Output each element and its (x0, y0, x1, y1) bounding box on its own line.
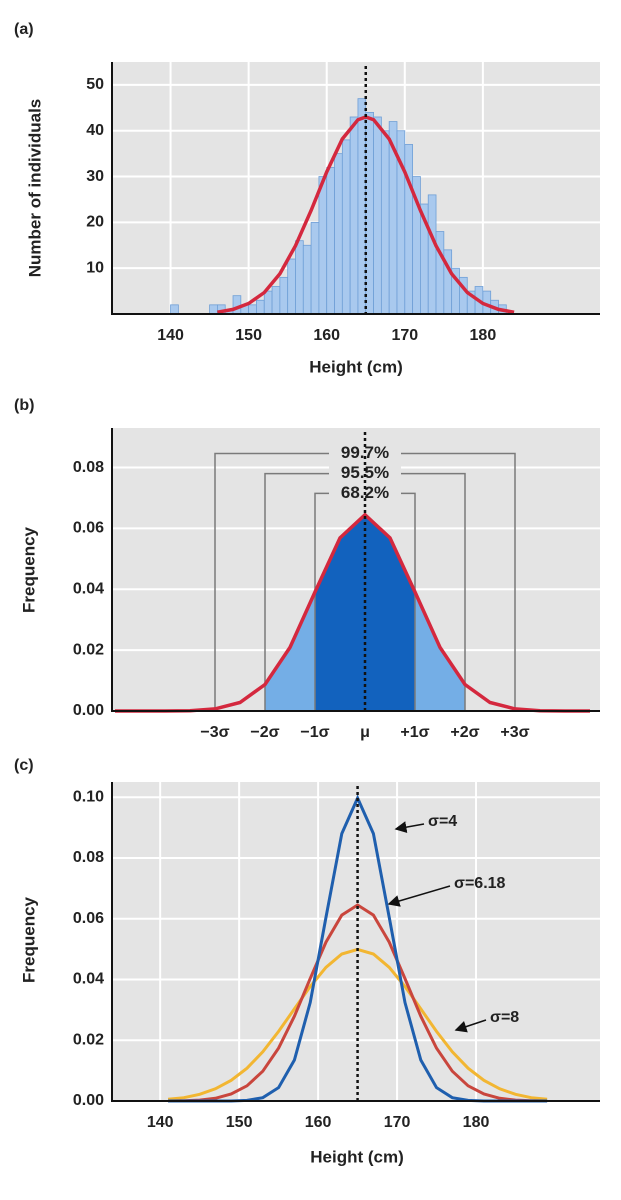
histogram-bar (271, 286, 281, 315)
x-axis-label: Height (cm) (310, 1147, 404, 1166)
y-tick-label: 0.10 (73, 788, 104, 805)
y-tick-label: 40 (86, 122, 104, 139)
y-tick-label: 0.04 (73, 971, 104, 988)
x-tick-label: −2σ (250, 724, 279, 741)
x-axis-label: Height (cm) (309, 357, 403, 376)
histogram-bar (404, 144, 414, 315)
bracket-label-bg (329, 444, 401, 463)
series-annotations: σ=4 σ=6.18 σ=8 (387, 813, 519, 1033)
x-tick-label: 150 (226, 1114, 253, 1131)
histogram-bar (326, 166, 335, 315)
y-tick-label: 0.08 (73, 459, 104, 476)
series-label: σ=6.18 (454, 875, 506, 892)
histogram-bar (349, 116, 359, 315)
y-tick-label: 0.06 (73, 520, 104, 537)
x-tick-label: 140 (147, 1114, 174, 1131)
annotation-arrow (387, 885, 451, 907)
histogram-bar (295, 240, 304, 315)
x-tick-label: +1σ (400, 724, 429, 741)
x-tick-label: +3σ (500, 724, 529, 741)
histogram-bar (318, 176, 328, 315)
histogram-bar (380, 130, 390, 315)
histogram-bar (287, 258, 296, 315)
panel-label: (a) (14, 21, 34, 38)
y-tick-label: 0.02 (73, 641, 104, 658)
y-axis-label: Number of individuals (25, 99, 44, 278)
series-label: σ=8 (490, 1009, 519, 1026)
x-tick-label: 160 (313, 327, 340, 344)
histogram-bar (209, 304, 218, 315)
y-tick-label: 0.02 (73, 1031, 104, 1048)
histogram-bar (232, 295, 242, 315)
x-tick-label: 180 (470, 327, 497, 344)
series-label: σ=4 (428, 813, 457, 830)
x-tick-label: 150 (235, 327, 262, 344)
x-tick-label: 140 (157, 327, 184, 344)
annotation-arrow (394, 821, 425, 834)
x-tick-label: +2σ (450, 724, 479, 741)
histogram-bar (248, 304, 257, 315)
y-axis-label: Frequency (19, 526, 38, 613)
x-tick-label: 170 (391, 327, 418, 344)
y-tick-label: 20 (86, 214, 104, 231)
histogram-bar (341, 139, 351, 315)
bracket-label-bg (329, 464, 401, 483)
histogram-bar (279, 276, 289, 315)
y-tick-label: 0.00 (73, 702, 104, 719)
histogram-bar (256, 299, 265, 315)
y-tick-label: 0.08 (73, 849, 104, 866)
y-tick-label: 30 (86, 168, 104, 185)
panel-label: (c) (14, 757, 34, 774)
histogram-bar (334, 153, 343, 315)
histogram-bar (170, 304, 179, 315)
x-tick-label: μ (360, 724, 370, 741)
histogram-bar (435, 231, 445, 315)
plots: 140 150 160 170 180 10 20 30 40 50 −3σ −2σ −1σ μ +1σ +2… (73, 62, 600, 1131)
y-tick-label: 10 (86, 259, 104, 276)
y-tick-label: 50 (86, 76, 104, 93)
x-tick-label: −1σ (300, 724, 329, 741)
histogram-bar (302, 244, 312, 315)
histogram-bar (263, 290, 273, 315)
y-tick-label: 0.04 (73, 580, 104, 597)
panel-label: (b) (14, 397, 34, 414)
x-tick-label: −3σ (200, 724, 229, 741)
x-tick-label: 170 (384, 1114, 411, 1131)
histogram-bar (310, 221, 320, 315)
annotation-arrow (454, 1019, 487, 1033)
y-axis-label: Frequency (19, 896, 38, 983)
y-tick-label: 0.06 (73, 910, 104, 927)
x-tick-label: 160 (305, 1114, 332, 1131)
bracket-label: 95.5% (341, 463, 389, 482)
histogram-bar (427, 194, 437, 315)
series-line (168, 903, 548, 1103)
histogram-bar (373, 116, 382, 315)
plot-background (112, 782, 600, 1101)
x-tick-label: 180 (463, 1114, 490, 1131)
y-tick-label: 0.00 (73, 1092, 104, 1109)
